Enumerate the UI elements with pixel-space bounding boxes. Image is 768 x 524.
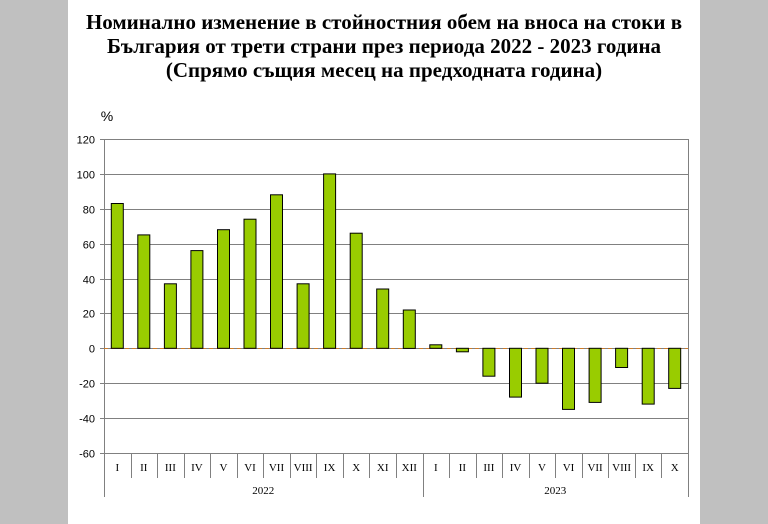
y-axis-label: % [101, 108, 113, 124]
y-tick-label: 60 [83, 240, 95, 252]
year-label: 2023 [544, 485, 567, 497]
bar-2023-VI [562, 347, 575, 410]
bar-2023-I [429, 344, 443, 349]
bar-2022-VIII [296, 283, 310, 349]
x-tick-label: IX [642, 462, 654, 474]
y-tick-label: -60 [79, 449, 95, 461]
x-tick-label: IV [191, 462, 203, 474]
x-tick-label: VIII [294, 462, 313, 474]
bar-2022-V [217, 229, 230, 349]
y-tick-label: 40 [83, 275, 95, 287]
x-tick-label: V [220, 462, 228, 474]
x-tick-label: VII [587, 462, 603, 474]
bar-2023-VIII [615, 347, 629, 368]
bar-2022-IX [323, 173, 337, 349]
bar-2022-VII [270, 194, 283, 349]
x-tick-label: X [352, 462, 360, 474]
x-tick-label: III [165, 462, 176, 474]
y-tick-label: -40 [79, 414, 95, 426]
bar-2022-XI [376, 288, 390, 349]
x-tick-label: II [140, 462, 148, 474]
chart-title-line-1: Номинално изменение в стойностния обем н… [85, 10, 683, 34]
chart-title-block: Номинално изменение в стойностния обем н… [68, 10, 700, 82]
bar-2023-X [668, 347, 682, 389]
chart-title-line-2: България от трети страни през периода 20… [106, 34, 662, 58]
y-tick-label: 0 [89, 344, 95, 356]
bar-2022-I [110, 203, 124, 349]
y-tick-label: 120 [77, 135, 95, 147]
x-tick-label: VI [244, 462, 256, 474]
bar-2023-III [482, 347, 496, 377]
y-tick-label: 100 [77, 170, 95, 182]
chart-subtitle: (Спрямо същия месец на предходната годин… [165, 58, 603, 82]
x-tick-label: V [538, 462, 546, 474]
year-label: 2022 [252, 485, 274, 497]
y-tick-label: -20 [79, 379, 95, 391]
x-tick-label: IV [510, 462, 522, 474]
x-tick-label: I [115, 462, 119, 474]
bar-2022-II [137, 234, 151, 349]
bar-2023-V [535, 347, 549, 384]
y-tick-label: 20 [83, 309, 95, 321]
x-tick-label: VI [563, 462, 575, 474]
x-tick-label: II [459, 462, 467, 474]
bar-2022-III [163, 283, 177, 349]
bar-2022-IV [190, 250, 204, 349]
x-tick-label: XII [402, 462, 418, 474]
x-tick-label: VII [269, 462, 285, 474]
x-tick-label: I [434, 462, 438, 474]
bar-2023-IV [509, 347, 522, 398]
x-tick-label: X [671, 462, 679, 474]
bar-2023-II [455, 347, 469, 353]
bar-2022-XII [402, 309, 416, 349]
x-tick-label: VIII [612, 462, 631, 474]
y-tick-label: 80 [83, 205, 95, 217]
bar-2023-VII [588, 347, 602, 403]
x-tick-label: IX [324, 462, 336, 474]
bar-2022-X [349, 232, 363, 349]
x-tick-label: XI [377, 462, 389, 474]
x-tick-label: III [483, 462, 494, 474]
bar-2022-VI [243, 218, 257, 349]
bar-2023-IX [641, 347, 655, 405]
